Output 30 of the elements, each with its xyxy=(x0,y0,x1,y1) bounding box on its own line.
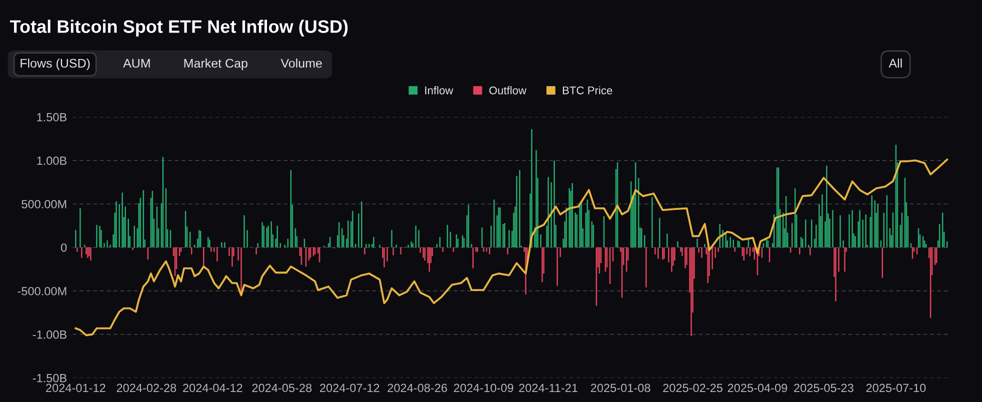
x-tick-label: 2024-10-09 xyxy=(454,384,514,392)
line-series xyxy=(74,158,948,336)
text: Volume xyxy=(280,58,322,68)
x-tick-label: 2025-02-25 xyxy=(663,384,722,392)
x-tick-label: 2024-05-28 xyxy=(252,384,312,392)
x-tick-label: 2024-08-26 xyxy=(388,384,448,392)
x-tick-label: 2025-01-08 xyxy=(590,384,650,392)
text: AUM xyxy=(123,58,150,68)
y-tick-label: -500.00M xyxy=(18,286,66,296)
x-tick-label: 2024-11-21 xyxy=(519,384,578,392)
x-tick-label: 2024-04-12 xyxy=(183,384,242,392)
text: Market Cap xyxy=(184,58,248,70)
legend-label: BTC Price xyxy=(562,86,612,94)
x-tick-label: 2024-07-12 xyxy=(320,384,380,392)
x-tick-label: 2024-01-12 xyxy=(46,384,106,392)
y-tick-label: 1.00B xyxy=(37,156,66,165)
y-tick-label: -1.50B xyxy=(32,374,66,382)
y-tick-label: 500.00M xyxy=(22,200,66,208)
y-tick-label: 0 xyxy=(61,243,67,252)
chart-title: Total Bitcoin Spot ETF Net Inflow (USD) xyxy=(10,20,348,37)
x-tick-label: 2025-07-10 xyxy=(866,384,926,392)
legend-label: Inflow xyxy=(425,86,454,94)
y-tick-label: -1.00B xyxy=(32,330,66,339)
legend-label: Outflow xyxy=(489,86,526,94)
x-tick-label: 2025-04-09 xyxy=(728,384,788,392)
y-tick-label: 1.50B xyxy=(37,113,66,122)
text: Flows (USD) xyxy=(20,58,90,70)
text: All xyxy=(888,58,902,68)
x-tick-label: 2025-05-23 xyxy=(794,384,854,392)
x-tick-label: 2024-02-28 xyxy=(116,384,176,392)
